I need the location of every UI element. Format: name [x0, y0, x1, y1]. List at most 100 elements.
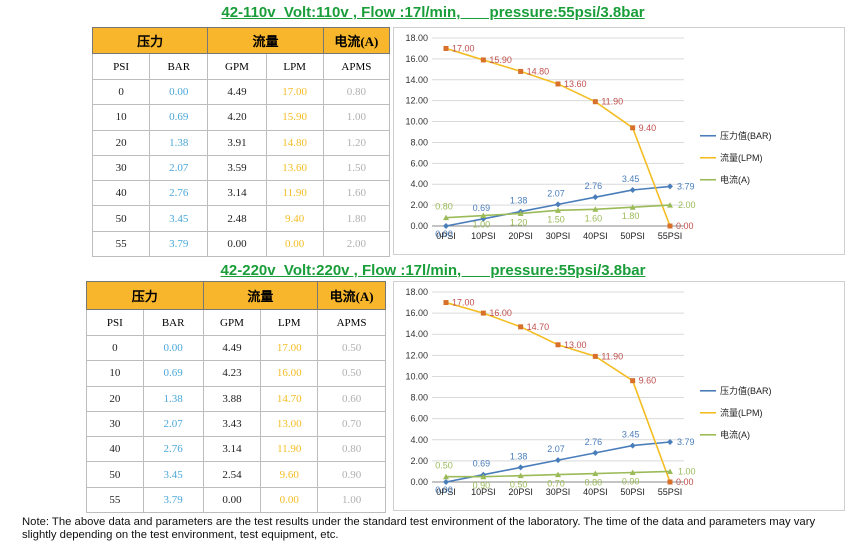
table-cell: 30 [86, 410, 144, 438]
header-flow: 流量 [202, 281, 319, 310]
legend-label: 电流(A) [720, 174, 750, 185]
col-psi: PSI [91, 53, 151, 80]
y-tick-label: 2.00 [410, 200, 428, 210]
data-label: 2.76 [585, 181, 603, 191]
table-cell: 0 [86, 334, 144, 362]
y-tick-label: 6.00 [410, 158, 428, 168]
table-cell: 9.40 [265, 205, 324, 232]
y-tick-label: 14.00 [405, 75, 428, 85]
data-label: 17.00 [452, 298, 475, 308]
y-tick-label: 4.00 [410, 435, 428, 445]
table-cell: 17.00 [260, 334, 319, 362]
data-point [443, 473, 449, 480]
chart-220v: 0.00 2.00 4.00 6.00 8.00 10.00 12.00 14.00 16.00… [393, 281, 845, 511]
data-point [443, 45, 449, 51]
data-label: 3.79 [677, 181, 695, 191]
table-cell: 2.54 [202, 461, 262, 488]
spec-table-110v: 压力 流量 电流(A) PSI BAR GPM LPM APMS 0 0.00 4.… [91, 27, 391, 258]
table-cell: 40 [86, 436, 144, 463]
data-point [518, 68, 524, 74]
data-label: 1.38 [510, 196, 528, 206]
table-cell: 55 [86, 486, 144, 514]
data-point [555, 201, 561, 208]
data-label: 0.90 [473, 481, 491, 491]
data-point [555, 471, 561, 478]
data-point [592, 470, 599, 477]
header-flow: 流量 [207, 27, 324, 54]
y-tick-label: 0.00 [410, 477, 428, 487]
table-cell: 3.59 [207, 154, 267, 182]
table-row: 20 1.38 3.91 14.80 1.20 [91, 129, 391, 156]
spec-title-110v: 42-110v Volt:110v , Flow :17l/min, press… [221, 4, 645, 21]
y-tick-label: 18.00 [405, 33, 428, 43]
table-row: 40 2.76 3.14 11.90 1.60 [91, 180, 391, 207]
table-cell: 0.00 [265, 230, 324, 258]
legend-label: 压力值(BAR) [720, 130, 772, 141]
data-point [443, 214, 449, 221]
data-label: 1.50 [547, 214, 565, 224]
data-point [667, 202, 673, 208]
table-cell: 0.00 [142, 334, 204, 362]
x-tick-label: 10PSI [471, 487, 496, 497]
data-point [592, 449, 599, 456]
y-tick-label: 0.00 [410, 221, 428, 231]
table-cell: 0.50 [317, 334, 386, 362]
data-label: 1.00 [473, 220, 491, 230]
table-cell: 11.90 [260, 436, 319, 463]
table-cell: 0.00 [149, 78, 209, 106]
data-label: 3.79 [677, 437, 695, 447]
table-cell: 1.80 [322, 205, 391, 232]
table-row: 40 2.76 3.14 11.90 0.80 [86, 436, 386, 463]
data-label: 0.80 [585, 478, 603, 488]
data-label: 0.80 [435, 202, 453, 212]
data-point [630, 125, 636, 131]
spec-table-220v: 压力 流量 电流(A) PSI BAR GPM LPM APMS 0 0.00 4.… [86, 281, 386, 514]
table-cell: 0.70 [317, 410, 386, 438]
table-cell: 2.76 [149, 180, 209, 207]
table-cell: 40 [91, 180, 151, 207]
data-point [630, 378, 636, 384]
table-cell: 3.14 [202, 436, 262, 463]
table-row: 30 2.07 3.43 13.00 0.70 [86, 410, 386, 438]
data-label: 1.00 [678, 466, 696, 476]
data-label: 0.70 [547, 479, 565, 489]
data-label: 0.50 [510, 480, 528, 490]
data-label: 2.76 [585, 437, 603, 447]
data-label: 13.60 [564, 79, 587, 89]
data-point [592, 206, 599, 212]
table-cell: 13.00 [260, 410, 319, 438]
table-cell: 55 [91, 230, 151, 258]
data-point [443, 479, 449, 485]
chart-110v: 0.00 2.00 4.00 6.00 8.00 10.00 12.00 14.00 16.00… [393, 27, 845, 255]
table-cell: 1.00 [317, 486, 386, 514]
table-cell: 2.48 [207, 205, 267, 232]
data-label: 0.00 [435, 229, 453, 239]
table-cell: 3.79 [149, 230, 209, 258]
col-apms: APMS [322, 53, 391, 80]
data-label: 13.00 [564, 340, 587, 350]
data-point [629, 186, 636, 193]
header-current: 电流(A) [317, 281, 386, 310]
data-point [629, 469, 636, 475]
table-row: 10 0.69 4.20 15.90 1.00 [91, 104, 391, 131]
table-cell: 0.80 [322, 78, 391, 106]
data-point [667, 438, 673, 445]
table-cell: 1.20 [322, 129, 391, 156]
table-cell: 3.79 [142, 486, 204, 514]
table-cell: 4.23 [202, 360, 262, 387]
y-tick-label: 10.00 [405, 117, 428, 127]
footnote: Note: The above data and parameters are … [22, 516, 816, 541]
table-cell: 50 [91, 205, 151, 232]
y-tick-label: 16.00 [405, 54, 428, 64]
table-cell: 0.60 [317, 385, 386, 412]
table-cell: 3.45 [149, 205, 209, 232]
y-tick-label: 16.00 [405, 308, 428, 318]
data-point [629, 442, 636, 449]
data-point [555, 342, 561, 348]
col-lpm: LPM [265, 53, 324, 80]
table-cell: 14.70 [260, 385, 319, 412]
x-tick-label: 55PSI [658, 231, 683, 241]
x-tick-label: 0PSI [436, 231, 456, 241]
data-label: 11.90 [601, 351, 623, 361]
table-cell: 1.38 [142, 385, 204, 412]
